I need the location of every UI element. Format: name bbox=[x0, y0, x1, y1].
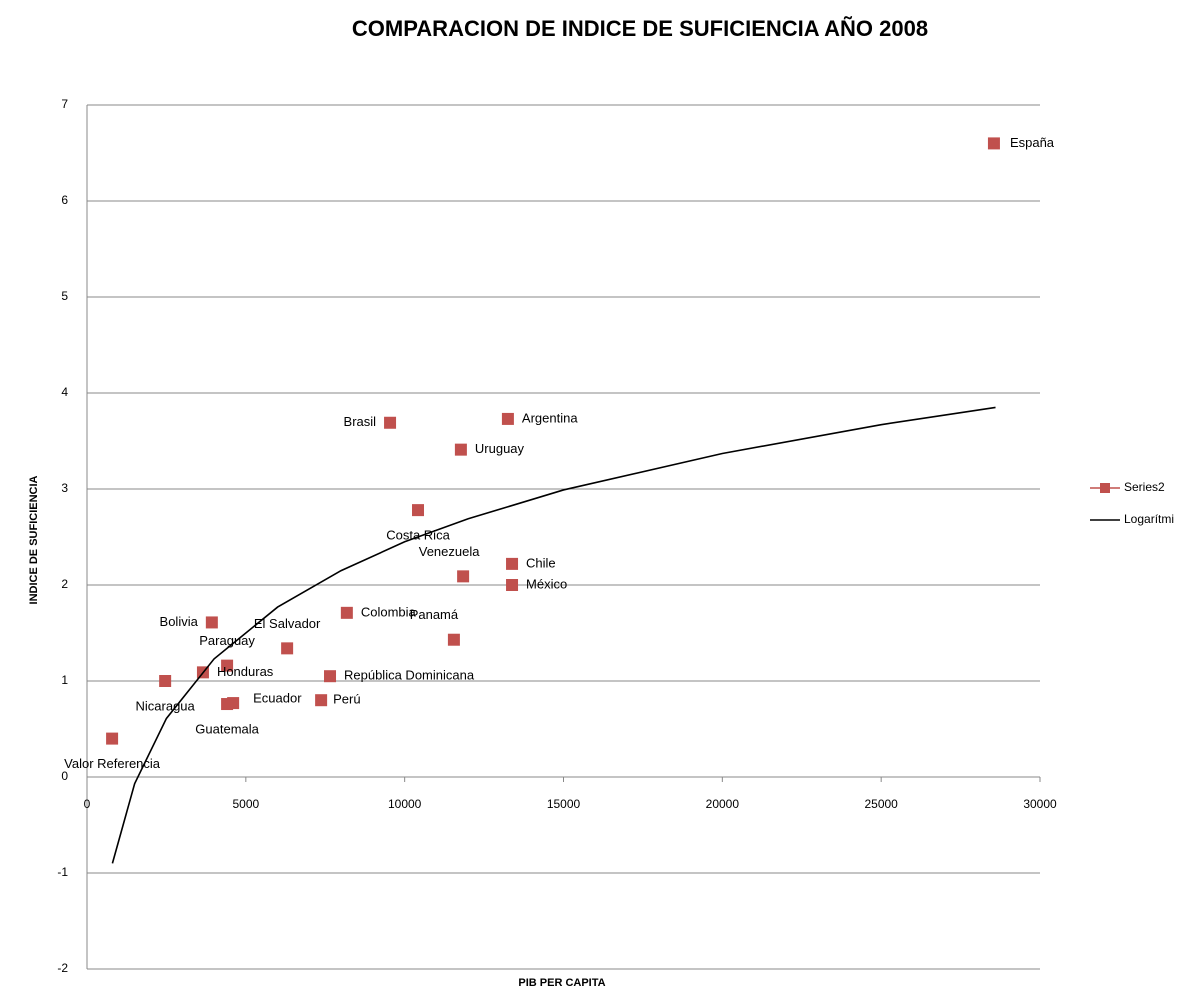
point-label: Ecuador bbox=[253, 691, 302, 706]
point-label: Valor Referencia bbox=[64, 756, 161, 771]
point bbox=[221, 659, 234, 672]
point-label: Colombia bbox=[361, 604, 417, 619]
point bbox=[205, 616, 218, 629]
x-tick-label: 30000 bbox=[1023, 797, 1057, 811]
legend-marker bbox=[1100, 483, 1110, 493]
x-tick-label: 0 bbox=[84, 797, 91, 811]
point bbox=[159, 675, 172, 687]
point bbox=[454, 443, 467, 456]
point-label: Panamá bbox=[410, 607, 459, 622]
x-tick-label: 25000 bbox=[864, 797, 898, 811]
point bbox=[412, 504, 425, 517]
point bbox=[315, 694, 328, 707]
point-label: Venezuela bbox=[419, 544, 480, 559]
point bbox=[987, 137, 1000, 150]
point-label: Uruguay bbox=[475, 441, 525, 456]
y-tick-label: 3 bbox=[61, 481, 68, 495]
point-label: El Salvador bbox=[254, 616, 321, 631]
x-tick-label: 15000 bbox=[547, 797, 581, 811]
y-tick-label: -2 bbox=[57, 961, 68, 975]
point bbox=[447, 633, 460, 646]
x-tick-label: 10000 bbox=[388, 797, 422, 811]
legend-label: Series2 bbox=[1124, 480, 1165, 494]
y-tick-label: 5 bbox=[61, 289, 68, 303]
point-label: Brasil bbox=[344, 414, 377, 429]
point bbox=[501, 412, 514, 425]
point-label: México bbox=[526, 576, 567, 591]
y-tick-label: 0 bbox=[61, 769, 68, 783]
y-axis-label: INDICE DE SUFICIENCIA bbox=[28, 475, 40, 604]
y-tick-label: 4 bbox=[61, 385, 68, 399]
point bbox=[506, 557, 519, 570]
point bbox=[106, 732, 119, 745]
point bbox=[324, 670, 337, 683]
y-tick-label: 2 bbox=[61, 577, 68, 591]
point-label: Nicaragua bbox=[136, 698, 196, 713]
x-tick-label: 5000 bbox=[232, 797, 259, 811]
point-label: Argentina bbox=[522, 410, 578, 425]
point bbox=[221, 698, 234, 711]
y-tick-label: 6 bbox=[61, 193, 68, 207]
point bbox=[281, 642, 294, 655]
point bbox=[457, 570, 470, 583]
point-label: Perú bbox=[333, 692, 360, 707]
point-label: España bbox=[1010, 135, 1055, 150]
point-label: Honduras bbox=[217, 664, 274, 679]
point-label: Costa Rica bbox=[386, 528, 450, 543]
point-label: Guatemala bbox=[195, 721, 259, 736]
chart-title: COMPARACION DE INDICE DE SUFICIENCIA AÑO… bbox=[352, 16, 928, 41]
point bbox=[340, 606, 353, 619]
x-tick-label: 20000 bbox=[706, 797, 740, 811]
point-label: Chile bbox=[526, 555, 556, 570]
y-tick-label: 1 bbox=[61, 673, 68, 687]
point-label: Paraguay bbox=[199, 633, 255, 648]
point-label: Bolivia bbox=[160, 614, 199, 629]
point bbox=[384, 416, 397, 429]
point-label: República Dominicana bbox=[344, 668, 475, 683]
y-tick-label: 7 bbox=[61, 97, 68, 111]
point bbox=[506, 579, 519, 591]
legend-label: Logarítmi bbox=[1124, 512, 1174, 526]
trendline bbox=[111, 406, 996, 864]
y-tick-label: -1 bbox=[57, 865, 68, 879]
x-axis-label: PIB PER CAPITA bbox=[518, 977, 605, 989]
